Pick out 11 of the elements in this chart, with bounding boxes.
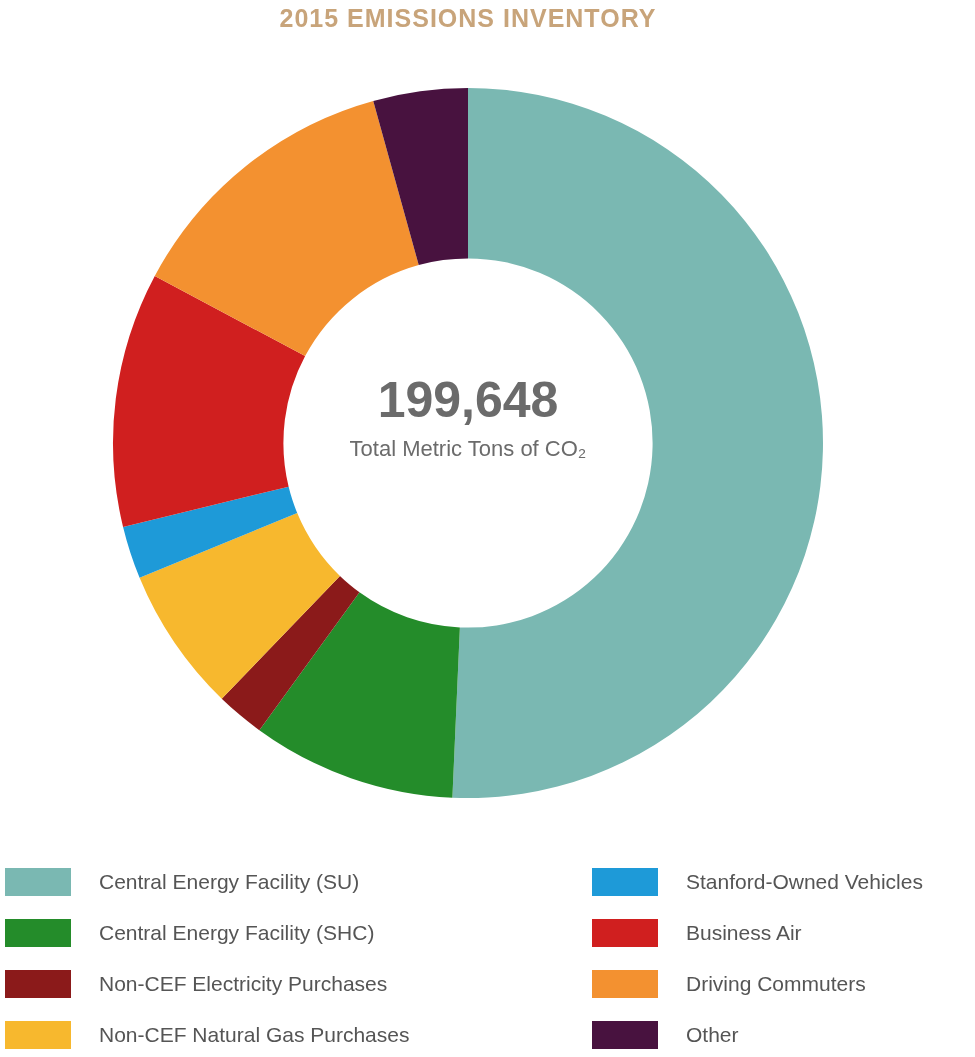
legend-label: Business Air (686, 921, 802, 945)
legend-label: Central Energy Facility (SU) (99, 870, 360, 894)
text: 199,648 (376, 371, 560, 430)
legend-label: Central Energy Facility (SHC) (99, 921, 375, 945)
chart-title: 2015 EMISSIONS INVENTORY (278, 4, 658, 33)
legend-label: Non-CEF Natural Gas Purchases (99, 1023, 410, 1047)
legend-label: Non-CEF Electricity Purchases (99, 972, 388, 996)
legend-label: Stanford-Owned Vehicles (686, 870, 923, 894)
legend-label: Driving Commuters (686, 972, 866, 996)
legend-label: Other (686, 1023, 739, 1047)
text: Total Metric Tons of CO₂ (348, 435, 588, 463)
